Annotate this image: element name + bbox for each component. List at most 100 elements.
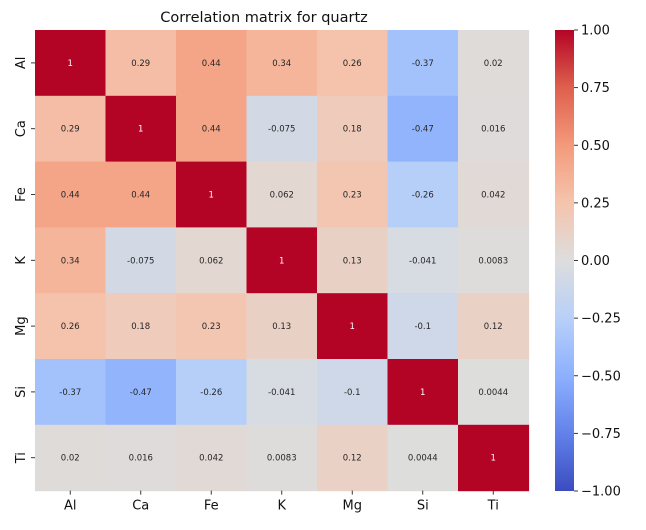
colorbar-tick-label: 0.00 bbox=[581, 254, 610, 269]
y-tick-label-Si: Si bbox=[14, 386, 29, 398]
heatmap-cell-Ti-Mg bbox=[317, 424, 389, 492]
cell-value-label: 0.18 bbox=[131, 322, 150, 332]
x-tick-label-Ca: Ca bbox=[132, 499, 149, 514]
heatmap-cell-Ca-Ca bbox=[105, 95, 177, 163]
heatmap-cell-Fe-Ca bbox=[105, 161, 177, 228]
cell-value-label: -0.075 bbox=[127, 256, 154, 266]
colorbar-tick-label: −0.75 bbox=[581, 427, 621, 442]
y-tick-label-Mg: Mg bbox=[14, 316, 29, 335]
heatmap-cell-Al-Ca bbox=[105, 30, 177, 97]
cell-value-label: 1 bbox=[209, 191, 214, 201]
cell-value-label: 0.02 bbox=[61, 454, 80, 464]
colorbar-tick-label: −0.50 bbox=[581, 369, 621, 384]
heatmap-cell-Ti-Fe bbox=[176, 424, 248, 492]
y-tick-label-Ti: Ti bbox=[14, 452, 29, 464]
cell-value-label: 1 bbox=[279, 256, 284, 266]
heatmap-cell-Fe-Ti bbox=[458, 161, 530, 228]
cell-value-label: 0.29 bbox=[61, 125, 80, 135]
heatmap-cell-Ti-Ti bbox=[458, 424, 530, 492]
heatmap-cell-Mg-Si bbox=[387, 293, 459, 360]
cell-value-label: 0.0083 bbox=[478, 256, 508, 266]
colorbar-tick-label: 0.75 bbox=[581, 81, 610, 96]
cell-value-label: 0.26 bbox=[343, 59, 362, 69]
cell-value-label: -0.37 bbox=[412, 59, 434, 69]
chart-title: Correlation matrix for quartz bbox=[160, 10, 368, 26]
cell-value-label: 0.23 bbox=[343, 191, 362, 201]
x-tick-label-Fe: Fe bbox=[204, 499, 219, 514]
x-tick-label-Al: Al bbox=[64, 499, 77, 514]
cell-value-label: -0.075 bbox=[268, 125, 295, 135]
cell-value-label: -0.1 bbox=[344, 388, 361, 398]
heatmap-cell-Ca-Al bbox=[35, 95, 107, 163]
cell-value-label: 0.34 bbox=[272, 59, 291, 69]
cell-value-label: 1 bbox=[491, 454, 496, 464]
heatmap-cell-Fe-K bbox=[246, 161, 318, 228]
cell-value-label: 0.44 bbox=[202, 125, 221, 135]
cell-value-label: 0.0044 bbox=[478, 388, 508, 398]
cell-value-label: 0.29 bbox=[131, 59, 150, 69]
colorbar-tick-label: 1.00 bbox=[581, 24, 610, 39]
cell-value-label: 0.44 bbox=[61, 191, 80, 201]
heatmap-cell-Ti-Ca bbox=[105, 424, 177, 492]
heatmap-cell-Ti-K bbox=[246, 424, 318, 492]
cell-value-label: 0.13 bbox=[343, 256, 362, 266]
cell-value-label: -0.47 bbox=[130, 388, 152, 398]
cell-value-label: 0.016 bbox=[129, 454, 153, 464]
heatmap-cell-Ca-Ti bbox=[458, 95, 530, 163]
heatmap-cell-Ca-Mg bbox=[317, 95, 389, 163]
cell-value-label: 0.062 bbox=[199, 256, 223, 266]
heatmap-cell-K-Al bbox=[35, 227, 107, 294]
colorbar: 1.00 0.75 0.50 0.25 0.00 −0.25 −0.50 −0.75 −1.00 bbox=[555, 24, 621, 500]
cell-value-label: 0.0044 bbox=[408, 454, 438, 464]
heatmap-cell-Si-K bbox=[246, 359, 318, 426]
heatmap-cell-Si-Al bbox=[35, 359, 107, 426]
cell-value-label: 0.0083 bbox=[267, 454, 297, 464]
cell-value-label: 0.042 bbox=[199, 454, 223, 464]
y-axis: Al Ca Fe K Mg Si Ti bbox=[14, 57, 35, 464]
x-tick-label-Mg: Mg bbox=[343, 499, 362, 514]
cell-value-label: -0.1 bbox=[414, 322, 431, 332]
heatmap-cells bbox=[35, 30, 530, 492]
y-tick-label-K: K bbox=[14, 256, 29, 265]
heatmap-cell-Mg-K bbox=[246, 293, 318, 360]
heatmap-cell-Si-Fe bbox=[176, 359, 248, 426]
y-tick-label-Fe: Fe bbox=[14, 187, 29, 202]
colorbar-tick-label: 0.25 bbox=[581, 196, 610, 211]
heatmap-cell-Ti-Si bbox=[387, 424, 459, 492]
heatmap-cell-K-Mg bbox=[317, 227, 389, 294]
heatmap-cell-Al-Si bbox=[387, 30, 459, 97]
cell-value-label: 0.042 bbox=[481, 191, 505, 201]
cell-value-label: 0.062 bbox=[270, 191, 294, 201]
heatmap-cell-Al-Mg bbox=[317, 30, 389, 97]
cell-value-label: 1 bbox=[68, 59, 73, 69]
heatmap-cell-K-Ca bbox=[105, 227, 177, 294]
heatmap-cell-Si-Ti bbox=[458, 359, 530, 426]
colorbar-tick-label: −0.25 bbox=[581, 312, 621, 327]
cell-value-label: 1 bbox=[350, 322, 355, 332]
cell-value-label: 0.44 bbox=[202, 59, 221, 69]
heatmap-cell-Fe-Al bbox=[35, 161, 107, 228]
heatmap-cell-K-K bbox=[246, 227, 318, 294]
x-tick-label-K: K bbox=[277, 499, 286, 514]
y-tick-label-Al: Al bbox=[14, 57, 29, 70]
heatmap-cell-Si-Mg bbox=[317, 359, 389, 426]
cell-value-label: -0.041 bbox=[268, 388, 295, 398]
cell-value-label: -0.041 bbox=[409, 256, 436, 266]
x-axis: Al Ca Fe K Mg Si Ti bbox=[64, 490, 499, 514]
cell-value-label: 0.18 bbox=[343, 125, 362, 135]
heatmap-cell-K-Ti bbox=[458, 227, 530, 294]
heatmap-cell-Mg-Al bbox=[35, 293, 107, 360]
heatmap-cell-Mg-Ca bbox=[105, 293, 177, 360]
cell-value-label: 1 bbox=[138, 125, 143, 135]
heatmap-cell-Al-Ti bbox=[458, 30, 530, 97]
x-tick-label-Ti: Ti bbox=[487, 499, 499, 514]
x-tick-label-Si: Si bbox=[417, 499, 429, 514]
cell-value-label: -0.26 bbox=[200, 388, 222, 398]
colorbar-gradient bbox=[555, 30, 574, 491]
heatmap-cell-Al-Fe bbox=[176, 30, 248, 97]
cell-value-label: 0.02 bbox=[484, 59, 503, 69]
cell-value-label: 0.44 bbox=[131, 191, 150, 201]
heatmap-cell-labels: 1 0.29 0.44 0.34 0.26 -0.37 0.02 0.29 1 0.44 -0.07… bbox=[59, 59, 508, 464]
colorbar-tick-label: −1.00 bbox=[581, 485, 621, 500]
